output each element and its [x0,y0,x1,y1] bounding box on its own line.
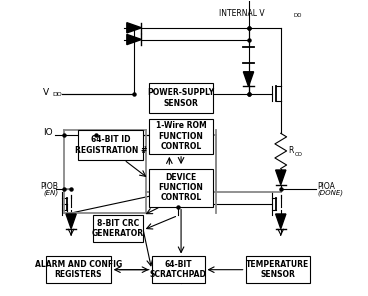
Text: (EN): (EN) [43,189,59,196]
FancyBboxPatch shape [93,215,143,242]
Text: 64-BIT ID
REGISTRATION #: 64-BIT ID REGISTRATION # [74,135,147,155]
Text: DD: DD [53,92,63,97]
Polygon shape [243,72,254,86]
Polygon shape [66,214,76,229]
Text: DEVICE
FUNCTION
CONTROL: DEVICE FUNCTION CONTROL [159,173,204,202]
Text: (DONE): (DONE) [318,189,343,196]
FancyBboxPatch shape [152,257,205,283]
FancyBboxPatch shape [46,257,111,283]
Text: V: V [43,88,49,97]
Text: INTERNAL V: INTERNAL V [219,9,265,18]
Text: PIOA: PIOA [318,182,335,191]
Polygon shape [276,170,286,185]
Text: CO: CO [295,152,303,157]
Polygon shape [127,23,141,33]
Text: ALARM AND CONFIG
REGISTERS: ALARM AND CONFIG REGISTERS [35,260,122,279]
Text: 8-BIT CRC
GENERATOR: 8-BIT CRC GENERATOR [92,219,144,238]
Polygon shape [276,214,286,229]
Text: POWER-SUPPLY
SENSOR: POWER-SUPPLY SENSOR [148,89,215,108]
FancyBboxPatch shape [245,257,310,283]
Text: 1-Wire ROM
FUNCTION
CONTROL: 1-Wire ROM FUNCTION CONTROL [156,121,206,151]
Text: TEMPERATURE
SENSOR: TEMPERATURE SENSOR [246,260,309,279]
FancyBboxPatch shape [78,131,143,160]
FancyBboxPatch shape [149,119,213,154]
Polygon shape [127,34,141,45]
FancyBboxPatch shape [149,83,213,113]
Text: 64-BIT
SCRATCHPAD: 64-BIT SCRATCHPAD [150,260,206,279]
Text: IO: IO [43,128,53,137]
Text: DD: DD [294,13,302,18]
FancyBboxPatch shape [149,168,213,207]
Text: PIOB: PIOB [40,182,58,191]
Text: R: R [288,147,293,155]
